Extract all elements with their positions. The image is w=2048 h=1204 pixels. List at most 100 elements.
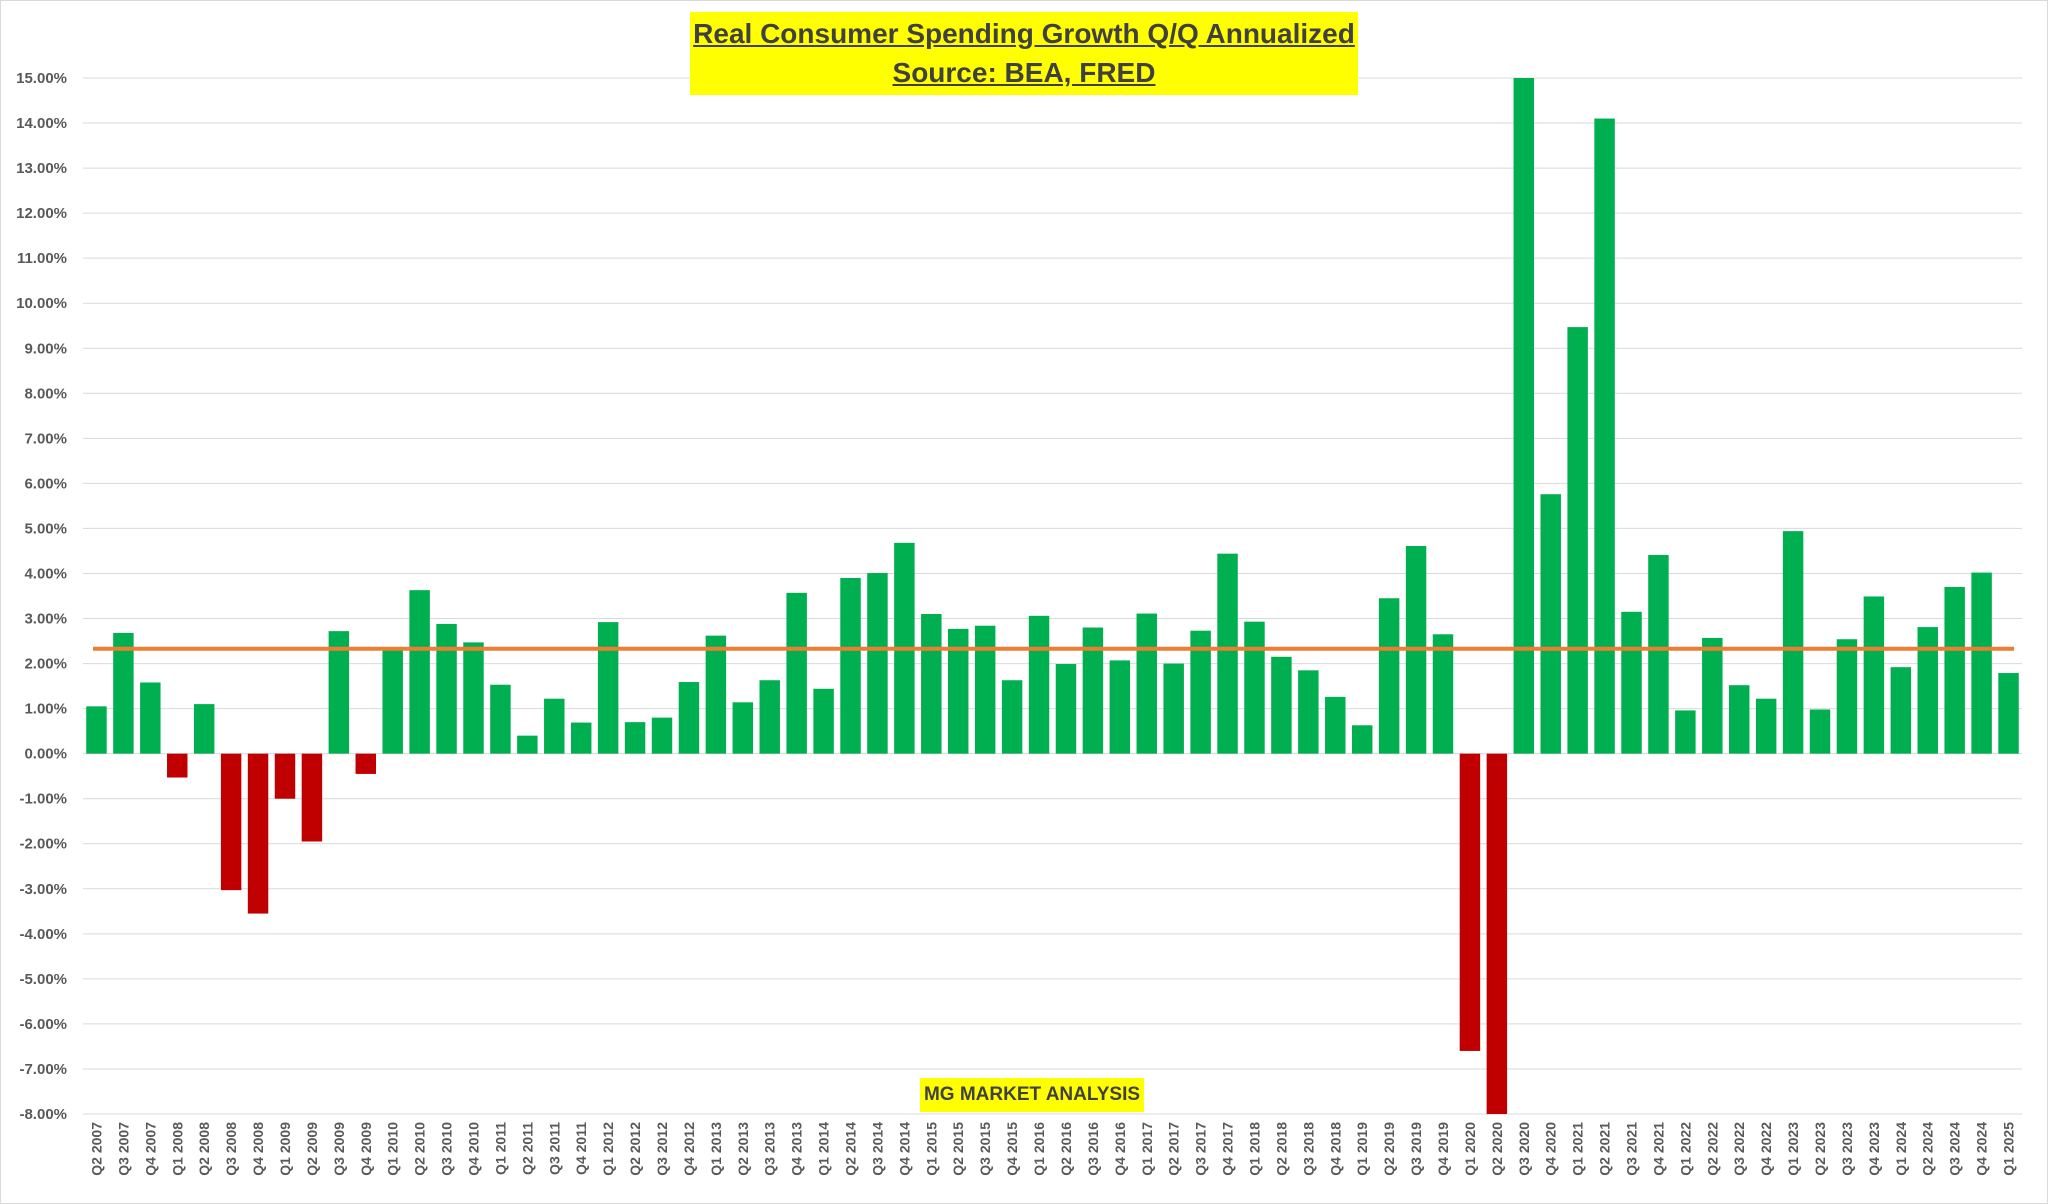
x-tick-label: Q3 2014	[869, 1122, 885, 1176]
x-tick-label: Q2 2018	[1273, 1122, 1289, 1176]
bar	[463, 642, 484, 754]
bar	[193, 704, 215, 754]
x-tick-label: Q4 2014	[896, 1122, 912, 1176]
x-tick-label: Q3 2022	[1731, 1122, 1747, 1176]
x-tick-label: Q2 2024	[1920, 1122, 1936, 1176]
y-tick-label: -6.00%	[19, 1016, 67, 1033]
bar	[113, 632, 134, 754]
x-tick-label: Q2 2021	[1597, 1122, 1613, 1176]
x-tick-label: Q4 2016	[1112, 1122, 1128, 1176]
bar	[1890, 667, 1912, 754]
x-tick-label: Q4 2010	[465, 1122, 481, 1176]
bar	[220, 753, 242, 891]
bar	[1432, 634, 1454, 754]
x-tick-label: Q3 2011	[546, 1122, 562, 1175]
y-tick-label: 4.00%	[24, 565, 67, 582]
x-tick-label: Q3 2012	[654, 1122, 670, 1176]
bar	[355, 753, 377, 774]
bar	[624, 722, 646, 754]
bar	[1998, 673, 2019, 754]
bar	[544, 698, 565, 754]
x-tick-label: Q2 2007	[88, 1122, 104, 1176]
x-tick-label: Q2 2016	[1058, 1122, 1074, 1176]
x-tick-label: Q2 2023	[1812, 1122, 1828, 1176]
x-tick-label: Q4 2021	[1650, 1122, 1666, 1176]
x-tick-label: Q3 2008	[223, 1122, 239, 1176]
bar	[786, 592, 807, 754]
bar	[1567, 327, 1588, 754]
chart-subtitle: Source: BEA, FRED	[892, 57, 1156, 88]
x-tick-label: Q1 2022	[1677, 1122, 1693, 1176]
bar	[1971, 572, 1992, 754]
watermark-label: MG MARKET ANALYSIS	[920, 1078, 1144, 1112]
x-axis-tick-labels: Q2 2007 Q3 2007 Q4 2007 Q1 2008 Q2 2008 Q3 20…	[88, 1122, 2016, 1176]
bar	[705, 635, 727, 754]
y-tick-label: -8.00%	[19, 1106, 67, 1123]
bar	[328, 631, 350, 754]
x-tick-label: Q4 2019	[1435, 1122, 1451, 1176]
x-tick-label: Q3 2007	[115, 1122, 131, 1176]
bar	[1001, 680, 1023, 754]
bar	[1621, 611, 1642, 754]
bar	[1594, 118, 1615, 754]
bar	[974, 625, 996, 754]
x-tick-label: Q2 2008	[196, 1122, 212, 1176]
y-tick-label: 8.00%	[24, 385, 67, 402]
bar	[1459, 753, 1481, 1051]
bar	[1325, 696, 1346, 754]
y-tick-label: -5.00%	[19, 971, 67, 988]
x-tick-label: Q4 2023	[1866, 1122, 1882, 1176]
x-tick-label: Q1 2023	[1785, 1122, 1801, 1176]
bar	[1836, 639, 1858, 754]
bar	[1351, 725, 1373, 754]
bar	[1378, 598, 1400, 754]
bar	[1863, 596, 1885, 754]
chart-title-box: Real Consumer Spending Growth Q/Q Annual…	[690, 12, 1358, 95]
x-tick-label: Q3 2018	[1300, 1122, 1316, 1176]
x-tick-label: Q1 2009	[277, 1122, 293, 1176]
bar	[1540, 494, 1561, 754]
bar	[1244, 621, 1265, 754]
bar	[140, 682, 161, 754]
bar	[1675, 710, 1696, 754]
y-tick-label: 9.00%	[24, 340, 67, 357]
y-tick-label: -2.00%	[19, 836, 67, 853]
bar	[247, 753, 269, 914]
x-tick-label: Q3 2019	[1408, 1122, 1424, 1176]
x-tick-label: Q1 2014	[816, 1122, 832, 1176]
x-tick-label: Q1 2008	[169, 1122, 185, 1176]
bar	[813, 688, 834, 754]
gridlines	[83, 77, 2022, 1115]
bar	[1055, 664, 1077, 754]
x-tick-label: Q3 2020	[1516, 1122, 1532, 1176]
bar	[1163, 663, 1184, 754]
y-axis-tick-labels: 15.00% 14.00% 13.00% 12.00% 11.00% 10.00% 9.00…	[16, 70, 67, 1123]
x-tick-label: Q2 2022	[1704, 1122, 1720, 1176]
x-tick-label: Q3 2009	[331, 1122, 347, 1176]
x-tick-label: Q4 2008	[250, 1122, 266, 1176]
x-tick-label: Q4 2011	[573, 1122, 589, 1175]
bar	[167, 753, 188, 778]
x-tick-label: Q1 2019	[1354, 1122, 1370, 1176]
y-tick-label: -3.00%	[19, 881, 67, 898]
bar	[274, 753, 296, 799]
bar	[678, 682, 700, 754]
bar	[1136, 613, 1157, 754]
x-tick-label: Q1 2016	[1031, 1122, 1047, 1176]
bar	[1944, 586, 1965, 754]
bar	[1809, 709, 1831, 754]
x-tick-label: Q1 2021	[1570, 1122, 1586, 1176]
bar	[1917, 627, 1938, 754]
x-tick-label: Q4 2012	[681, 1122, 697, 1176]
x-tick-label: Q1 2011	[492, 1122, 508, 1175]
y-tick-label: 14.00%	[16, 115, 67, 132]
y-tick-label: -1.00%	[19, 791, 67, 808]
bar	[1109, 660, 1131, 754]
x-tick-label: Q3 2024	[1947, 1122, 1963, 1176]
bar	[382, 648, 403, 754]
bar	[570, 722, 592, 754]
bar	[867, 573, 888, 754]
x-tick-label: Q3 2015	[977, 1122, 993, 1176]
x-tick-label: Q3 2013	[762, 1122, 778, 1176]
bar	[1702, 637, 1723, 754]
